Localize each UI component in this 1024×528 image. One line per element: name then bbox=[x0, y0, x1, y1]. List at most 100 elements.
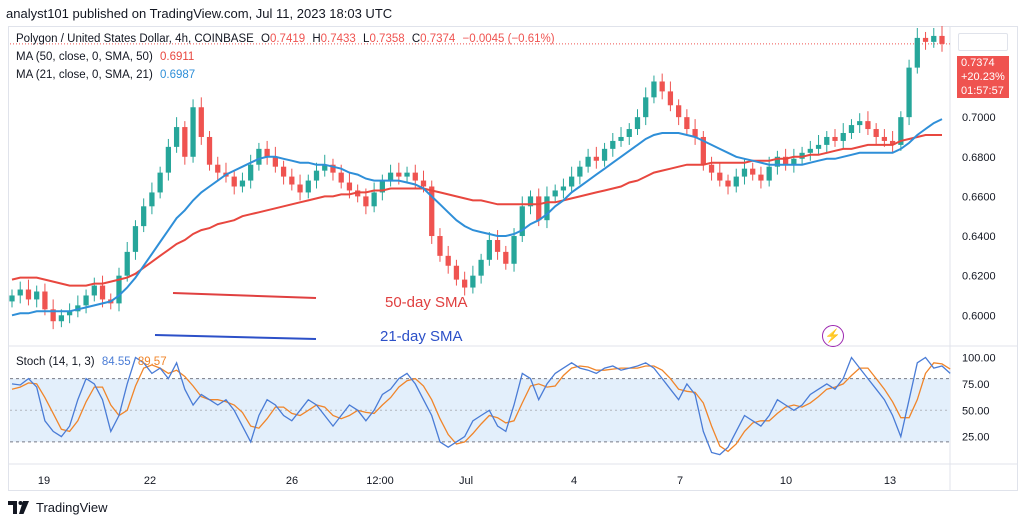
stoch-d-line[interactable] bbox=[11, 362, 951, 453]
candle-body[interactable] bbox=[124, 251, 130, 276]
candle-body[interactable] bbox=[626, 129, 632, 137]
candle-body[interactable] bbox=[922, 37, 929, 42]
candle-body[interactable] bbox=[676, 105, 682, 118]
candle-body[interactable] bbox=[338, 172, 344, 183]
candle-body[interactable] bbox=[34, 291, 40, 300]
candle-body[interactable] bbox=[750, 168, 756, 175]
candle-body[interactable] bbox=[527, 196, 534, 207]
candle-body[interactable] bbox=[330, 164, 336, 173]
candle-body[interactable] bbox=[815, 144, 822, 149]
ma50-legend[interactable]: MA (50, close, 0, SMA, 50) 0.6911 bbox=[16, 51, 198, 63]
candle-body[interactable] bbox=[667, 91, 674, 106]
candle-body[interactable] bbox=[610, 140, 616, 149]
candle-body[interactable] bbox=[453, 265, 460, 280]
candle-body[interactable] bbox=[552, 190, 558, 197]
candle-body[interactable] bbox=[50, 309, 56, 322]
candle-body[interactable] bbox=[544, 196, 550, 221]
candle-body[interactable] bbox=[206, 136, 213, 165]
candle-body[interactable] bbox=[387, 172, 394, 181]
candle-body[interactable] bbox=[404, 172, 410, 177]
candle-body[interactable] bbox=[593, 156, 599, 161]
candle-body[interactable] bbox=[898, 117, 904, 145]
candle-body[interactable] bbox=[17, 289, 23, 296]
candle-body[interactable] bbox=[931, 35, 937, 42]
candle-body[interactable] bbox=[371, 192, 377, 207]
candle-body[interactable] bbox=[873, 129, 879, 137]
candle-body[interactable] bbox=[832, 136, 838, 141]
candle-body[interactable] bbox=[198, 107, 204, 137]
candle-body[interactable] bbox=[782, 156, 789, 165]
candle-body[interactable] bbox=[577, 166, 583, 177]
candle-body[interactable] bbox=[149, 192, 155, 207]
candle-body[interactable] bbox=[264, 148, 270, 157]
candle-body[interactable] bbox=[322, 164, 328, 171]
candle-body[interactable] bbox=[99, 285, 106, 300]
candle-body[interactable] bbox=[25, 289, 32, 300]
candle-body[interactable] bbox=[437, 236, 443, 256]
candle-body[interactable] bbox=[560, 186, 567, 191]
stoch-legend[interactable]: Stoch (14, 1, 3) 84.55 89.57 bbox=[16, 356, 171, 368]
candle-body[interactable] bbox=[91, 285, 97, 296]
ma50-line[interactable] bbox=[11, 134, 942, 287]
footer-brand[interactable]: TradingView bbox=[8, 498, 108, 516]
candle-body[interactable] bbox=[857, 121, 863, 126]
candle-body[interactable] bbox=[289, 176, 295, 185]
candle-body[interactable] bbox=[379, 180, 385, 193]
candle-body[interactable] bbox=[766, 166, 772, 181]
candle-body[interactable] bbox=[132, 226, 139, 252]
candle-body[interactable] bbox=[618, 136, 624, 141]
candle-body[interactable] bbox=[9, 295, 15, 302]
candle-body[interactable] bbox=[116, 275, 122, 304]
candle-body[interactable] bbox=[503, 251, 509, 264]
candle-body[interactable] bbox=[58, 315, 65, 322]
sma21-annotation-line[interactable] bbox=[154, 334, 317, 340]
candle-body[interactable] bbox=[848, 125, 855, 134]
candle-body[interactable] bbox=[684, 117, 690, 130]
candle-body[interactable] bbox=[141, 206, 147, 227]
candle-body[interactable] bbox=[190, 107, 196, 157]
candle-body[interactable] bbox=[840, 133, 846, 141]
candle-body[interactable] bbox=[66, 311, 73, 316]
sma50-annotation-line[interactable] bbox=[172, 292, 317, 299]
candle-body[interactable] bbox=[486, 239, 492, 260]
candle-body[interactable] bbox=[248, 164, 254, 181]
candle-body[interactable] bbox=[939, 35, 945, 44]
candle-body[interactable] bbox=[239, 180, 246, 187]
candle-body[interactable] bbox=[659, 81, 665, 92]
candle-body[interactable] bbox=[363, 196, 369, 207]
candle-body[interactable] bbox=[708, 164, 715, 173]
candle-body[interactable] bbox=[865, 121, 871, 130]
candle-body[interactable] bbox=[231, 176, 237, 187]
candle-body[interactable] bbox=[906, 67, 912, 118]
candle-body[interactable] bbox=[733, 176, 739, 187]
candle-body[interactable] bbox=[824, 136, 830, 145]
candle-body[interactable] bbox=[445, 255, 451, 266]
lightning-icon[interactable]: ⚡ bbox=[822, 325, 844, 347]
candle-body[interactable] bbox=[569, 176, 575, 187]
ma21-legend[interactable]: MA (21, close, 0, SMA, 21) 0.6987 bbox=[16, 69, 199, 81]
candle-body[interactable] bbox=[774, 156, 781, 167]
ma21-line[interactable] bbox=[11, 118, 943, 317]
candle-body[interactable] bbox=[429, 186, 435, 237]
candle-body[interactable] bbox=[494, 239, 501, 252]
candle-body[interactable] bbox=[313, 170, 320, 181]
candle-body[interactable] bbox=[585, 156, 591, 167]
candle-body[interactable] bbox=[470, 275, 476, 288]
candle-body[interactable] bbox=[182, 127, 188, 157]
candle-body[interactable] bbox=[157, 172, 163, 193]
candle-body[interactable] bbox=[536, 196, 542, 221]
price-scale-top-box[interactable] bbox=[958, 33, 1008, 51]
candle-body[interactable] bbox=[297, 184, 303, 193]
candle-body[interactable] bbox=[758, 174, 764, 181]
candle-body[interactable] bbox=[346, 182, 353, 191]
candle-body[interactable] bbox=[165, 146, 172, 173]
candle-body[interactable] bbox=[791, 158, 797, 165]
candle-body[interactable] bbox=[725, 180, 731, 187]
candle-body[interactable] bbox=[272, 156, 278, 167]
candle-body[interactable] bbox=[478, 259, 484, 276]
candle-body[interactable] bbox=[914, 37, 920, 68]
candle-body[interactable] bbox=[651, 81, 657, 98]
candle-body[interactable] bbox=[42, 291, 48, 310]
candle-body[interactable] bbox=[462, 279, 468, 288]
